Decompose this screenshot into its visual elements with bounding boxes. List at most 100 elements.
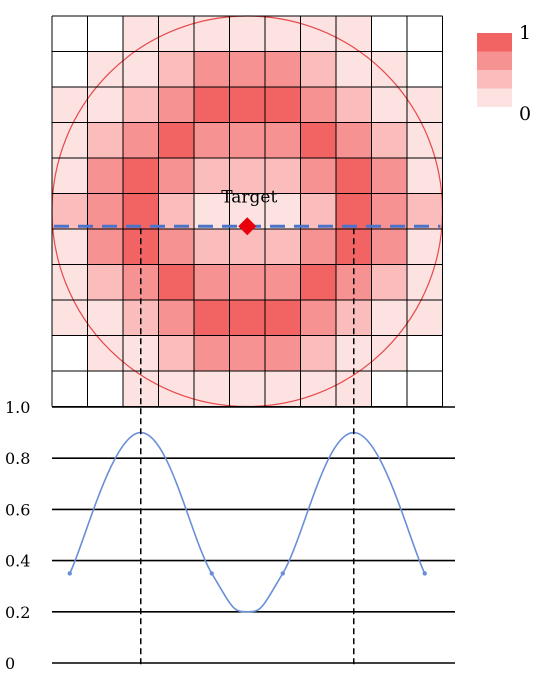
grid-cell: [371, 229, 407, 265]
grid-cell: [336, 193, 372, 229]
grid-cell: [407, 87, 443, 123]
grid-cell: [371, 300, 407, 336]
grid-cell: [407, 158, 443, 194]
grid-cell: [407, 229, 443, 265]
grid-cell: [407, 193, 443, 229]
grid-cell: [52, 264, 88, 300]
grid-cell: [194, 158, 230, 194]
heatmap-grid: [52, 16, 443, 407]
grid-cell: [194, 300, 230, 336]
grid-cell: [194, 264, 230, 300]
grid-cell: [371, 193, 407, 229]
grid-cell: [123, 158, 159, 194]
chart-axes: 1.0 0.8 0.6 0.4 0.2 0: [5, 398, 455, 673]
grid-cell: [229, 300, 265, 336]
data-point: [209, 571, 214, 576]
grid-cell: [194, 87, 230, 123]
grid-cell: [300, 16, 336, 52]
grid-cell: [371, 51, 407, 87]
grid-cell: [52, 87, 88, 123]
drop-lines: [140, 228, 355, 668]
grid-cell: [52, 300, 88, 336]
grid-cell: [158, 335, 194, 371]
grid-cell: [194, 193, 230, 229]
legend-max-label: 1: [519, 22, 531, 44]
data-point: [422, 571, 427, 576]
grid-cell: [87, 229, 123, 265]
grid-cell: [371, 122, 407, 158]
grid-cell: [407, 51, 443, 87]
y-tick-label: 0.2: [5, 603, 30, 622]
grid-cell: [123, 87, 159, 123]
grid-cell: [87, 264, 123, 300]
target-marker: [238, 217, 257, 236]
grid-cell: [52, 158, 88, 194]
grid-cell: [336, 51, 372, 87]
grid-cell: [407, 371, 443, 407]
grid-cell: [158, 371, 194, 407]
grid-cell: [194, 335, 230, 371]
legend: [477, 33, 512, 107]
grid-cell: [229, 87, 265, 123]
grid-cell: [158, 51, 194, 87]
grid-cell: [371, 16, 407, 52]
grid-cell: [265, 122, 301, 158]
grid-cell: [52, 371, 88, 407]
grid-cell: [52, 51, 88, 87]
grid-cell: [158, 229, 194, 265]
grid-cell: [300, 264, 336, 300]
grid-cell: [229, 16, 265, 52]
grid-cell: [300, 87, 336, 123]
legend-swatch: [477, 51, 512, 70]
grid-cell: [87, 193, 123, 229]
grid-cell: [87, 122, 123, 158]
y-tick-label: 0.4: [5, 552, 30, 571]
grid-cell: [194, 229, 230, 265]
grid-cell: [52, 122, 88, 158]
grid-cell: [300, 335, 336, 371]
grid-cell: [158, 158, 194, 194]
legend-min-label: 0: [519, 103, 531, 125]
grid-cell: [371, 87, 407, 123]
grid-cell: [229, 158, 265, 194]
grid-cell: [265, 371, 301, 407]
data-point: [280, 571, 285, 576]
grid-cell: [265, 229, 301, 265]
grid-cell: [265, 158, 301, 194]
grid-cell: [158, 87, 194, 123]
grid-cell: [87, 300, 123, 336]
legend-swatch: [477, 88, 512, 107]
grid-cell: [300, 158, 336, 194]
grid-cell: [229, 264, 265, 300]
grid-cell: [407, 264, 443, 300]
grid-cell: [265, 300, 301, 336]
grid-cell: [87, 158, 123, 194]
grid-cell: [371, 158, 407, 194]
grid-cell: [336, 122, 372, 158]
grid-cell: [123, 51, 159, 87]
grid-cell: [158, 300, 194, 336]
grid-cell: [52, 16, 88, 52]
grid-cell: [87, 51, 123, 87]
y-tick-label: 0.8: [5, 449, 30, 468]
target-label: Target: [221, 187, 277, 207]
grid-cell: [407, 300, 443, 336]
grid-cell: [300, 122, 336, 158]
grid-cell: [265, 51, 301, 87]
grid-cell: [300, 51, 336, 87]
grid-cell: [123, 193, 159, 229]
grid-cell: [87, 371, 123, 407]
grid-cell: [52, 193, 88, 229]
grid-cell: [52, 229, 88, 265]
grid-cell: [194, 51, 230, 87]
series-line: [69, 431, 426, 613]
grid-cell: [300, 371, 336, 407]
grid-cell: [87, 335, 123, 371]
legend-swatch: [477, 70, 512, 89]
grid-cell: [229, 122, 265, 158]
grid-cell: [87, 16, 123, 52]
grid-cell: [87, 87, 123, 123]
grid-cell: [123, 16, 159, 52]
grid-cell: [336, 158, 372, 194]
